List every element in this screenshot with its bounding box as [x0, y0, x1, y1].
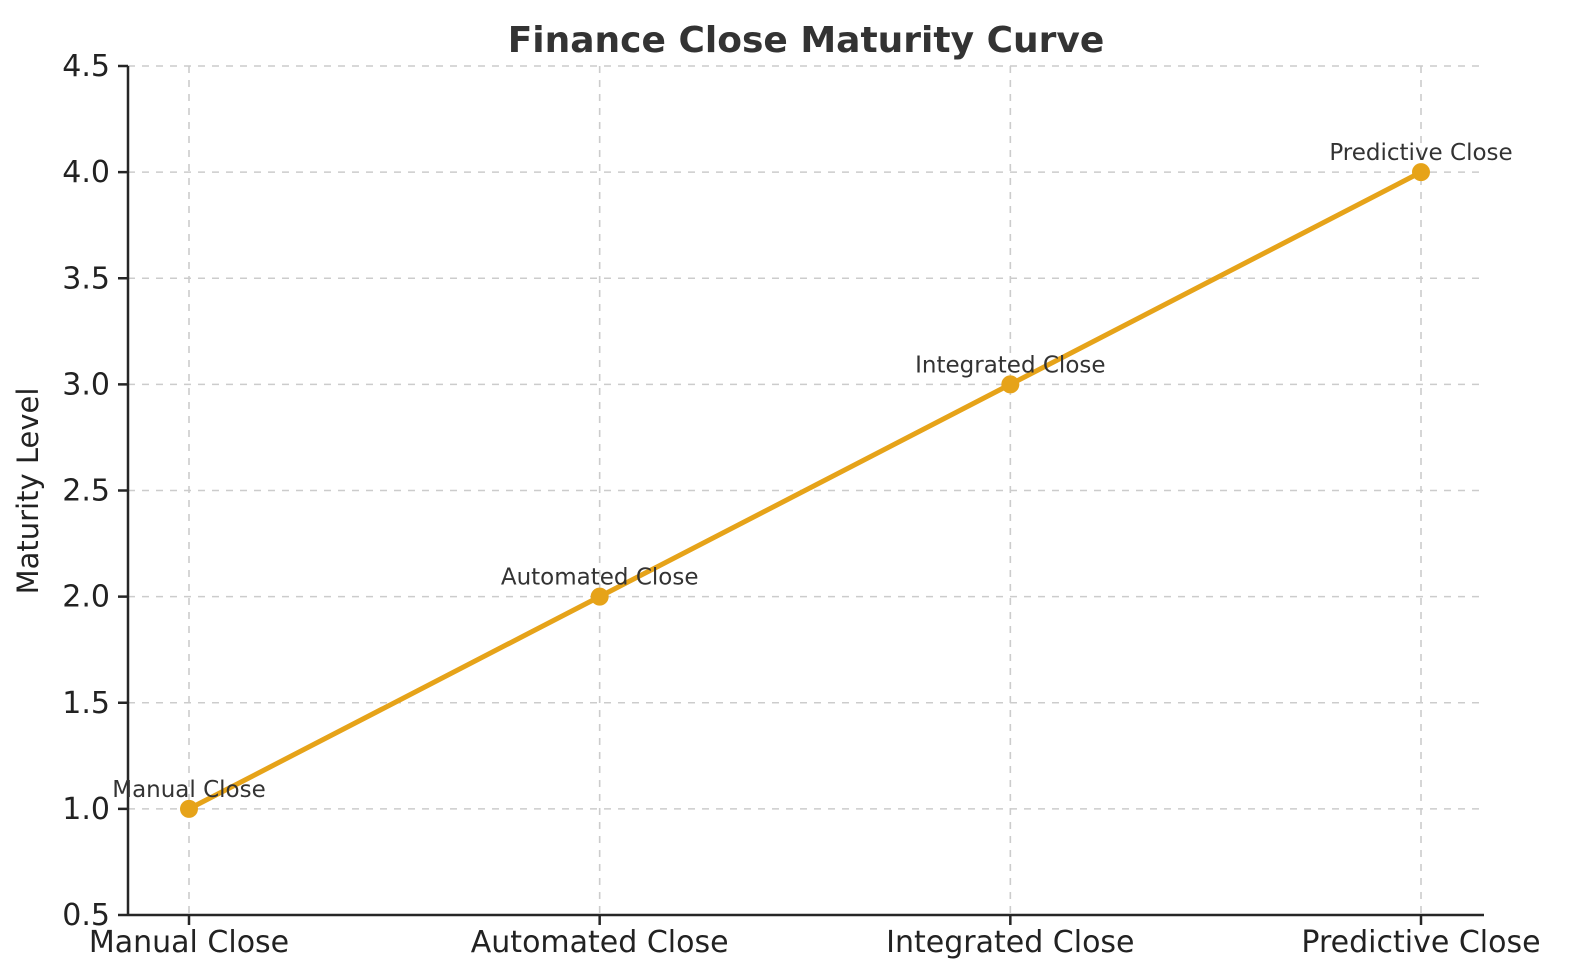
point-annotation: Manual Close — [112, 777, 266, 803]
y-axis-title: Maturity Level — [11, 388, 45, 595]
y-tick-label: 1.5 — [62, 686, 110, 721]
y-tick-label: 4.0 — [62, 155, 110, 190]
data-point-marker — [180, 799, 198, 818]
data-point-marker — [590, 587, 609, 606]
y-tick-label: 2.0 — [62, 580, 110, 615]
y-tick-label: 3.0 — [62, 367, 110, 402]
annotation-layer: Manual Close Automated Close Integrated Cl… — [112, 140, 1512, 803]
y-tick-label: 1.0 — [62, 792, 110, 827]
y-tick-label: 3.5 — [62, 261, 110, 296]
x-tick-label: Automated Close — [471, 925, 729, 960]
chart-title: Finance Close Maturity Curve — [508, 20, 1105, 61]
x-tick-label: Predictive Close — [1301, 925, 1540, 960]
series-layer — [180, 163, 1430, 818]
x-tick-label: Manual Close — [89, 925, 289, 960]
y-tick-label: 0.5 — [62, 898, 110, 933]
data-point-marker — [1001, 375, 1020, 394]
y-tick-label: 2.5 — [62, 474, 110, 509]
point-annotation: Predictive Close — [1329, 140, 1512, 166]
data-point-marker — [1412, 163, 1430, 182]
axis-layer: 0.5 1.0 1.5 2.0 2.5 3.0 3.5 4.0 4.5 Manual Close A… — [62, 49, 1540, 960]
maturity-line — [186, 169, 1424, 812]
y-tick-label: 4.5 — [62, 49, 110, 84]
point-annotation: Integrated Close — [915, 352, 1105, 378]
x-tick-label: Integrated Close — [886, 925, 1134, 960]
point-annotation: Automated Close — [501, 565, 699, 591]
